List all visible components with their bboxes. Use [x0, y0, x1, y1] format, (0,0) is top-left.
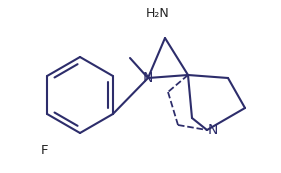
Text: H₂N: H₂N [146, 7, 170, 20]
Text: N: N [143, 71, 153, 85]
Text: F: F [40, 143, 48, 157]
Text: N: N [208, 123, 218, 137]
